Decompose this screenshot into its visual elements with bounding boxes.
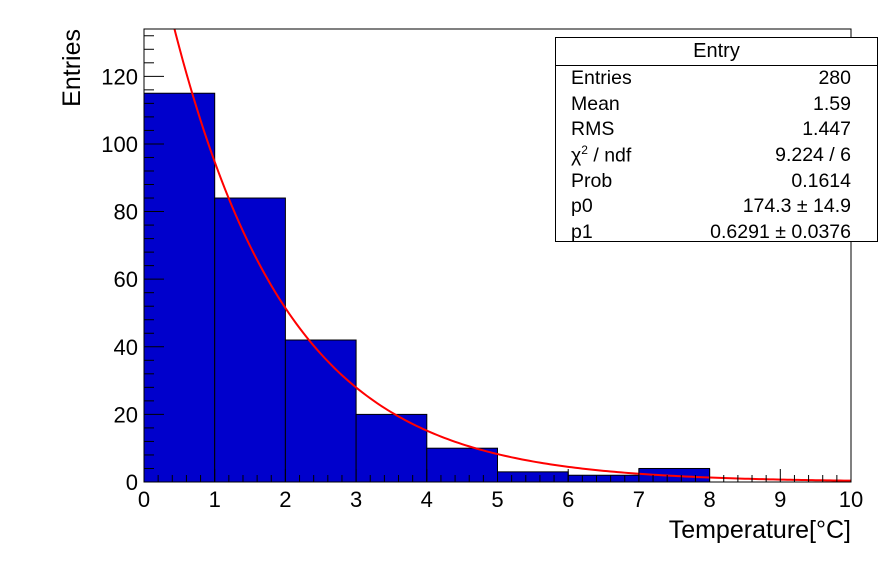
y-tick-label: 60: [114, 267, 138, 292]
x-tick-label: 7: [633, 487, 645, 512]
stats-box-title: Entry: [556, 38, 877, 66]
stats-row-p0: p0 174.3 ± 14.9: [556, 194, 877, 220]
x-tick-label: 0: [138, 487, 150, 512]
stats-value: 1.447: [802, 118, 851, 141]
histogram-bar: [143, 92, 216, 483]
histogram-bar: [284, 339, 357, 483]
y-tick-label: 40: [114, 335, 138, 360]
stats-row-mean: Mean 1.59: [556, 92, 877, 118]
x-tick-label: 5: [491, 487, 503, 512]
fit-curve-layer: [173, 29, 851, 482]
y-axis-title: Entries: [58, 29, 86, 107]
x-tick-label: 3: [350, 487, 362, 512]
stats-row-chi2: χ2 / ndf 9.224 / 6: [556, 143, 877, 169]
stats-key: χ2 / ndf: [571, 143, 632, 167]
x-tick-label: 6: [562, 487, 574, 512]
y-tick-label: 80: [114, 200, 138, 225]
stats-value: 9.224 / 6: [775, 144, 851, 167]
histogram-bar: [567, 474, 640, 483]
stats-value: 174.3 ± 14.9: [742, 195, 851, 218]
x-tick-label: 1: [209, 487, 221, 512]
stats-value: 0.1614: [791, 169, 851, 192]
stats-value: 280: [818, 67, 851, 90]
superscript: 2: [581, 143, 588, 158]
y-tick-label: 0: [126, 470, 138, 495]
x-axis-title: Temperature[°C]: [669, 516, 851, 544]
y-tick-label: 100: [101, 132, 138, 157]
stats-key: p0: [571, 195, 593, 218]
stats-key: Entries: [571, 67, 632, 90]
histogram-bar: [426, 447, 498, 483]
x-tick-label: 9: [774, 487, 786, 512]
x-tick-label: 8: [703, 487, 715, 512]
y-tick-label: 20: [114, 402, 138, 427]
x-tick-label: 4: [421, 487, 433, 512]
histogram-bar: [214, 197, 286, 483]
stats-key: Mean: [571, 92, 620, 115]
x-tick-label: 10: [839, 487, 863, 512]
stats-key: RMS: [571, 118, 615, 141]
stats-row-entries: Entries 280: [556, 66, 877, 92]
stats-box: Entry Entries 280 Mean 1.59 RMS 1.447 χ2…: [555, 37, 878, 243]
histogram-bar: [497, 471, 569, 483]
plot-frame: [143, 28, 852, 483]
stats-value: 1.59: [813, 92, 851, 115]
stats-value: 0.6291 ± 0.0376: [710, 220, 851, 243]
histogram-bar: [355, 413, 428, 483]
stats-row-prob: Prob 0.1614: [556, 168, 877, 194]
stats-row-p1: p1 0.6291 ± 0.0376: [556, 220, 877, 246]
stats-key: p1: [571, 220, 593, 243]
stats-row-rms: RMS 1.447: [556, 117, 877, 143]
y-tick-label: 120: [101, 64, 138, 89]
x-tick-label: 2: [279, 487, 291, 512]
histogram-bars: [143, 92, 711, 483]
stats-key: Prob: [571, 169, 613, 192]
fit-curve: [173, 29, 851, 482]
